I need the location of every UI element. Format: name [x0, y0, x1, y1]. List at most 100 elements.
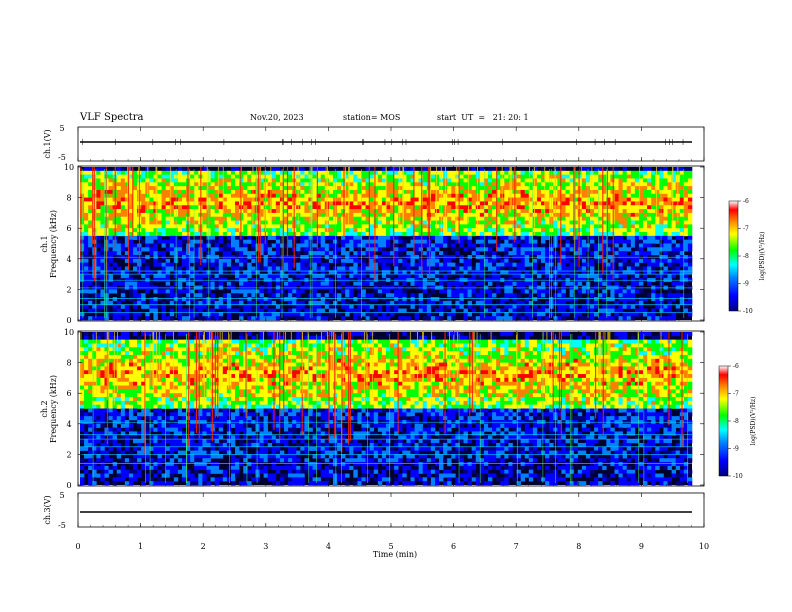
ch1-cell: [316, 316, 322, 321]
ch1-cell: [108, 258, 113, 263]
ch1-cell: [80, 293, 85, 298]
ch1-cell: [255, 170, 260, 175]
ch1-cell: [320, 262, 326, 267]
ch1-cell: [651, 189, 656, 195]
ch1-cell: [214, 274, 220, 279]
ch1-cell: [161, 228, 166, 233]
ch1-cell: [157, 186, 162, 191]
ch1-cell: [638, 258, 644, 263]
ch1-cell: [618, 224, 623, 229]
ch1-cell: [177, 174, 183, 179]
ch1-cell: [573, 274, 579, 279]
ch1-cell: [304, 258, 309, 263]
ch1-cell: [84, 224, 89, 229]
ch1-cell: [626, 189, 632, 195]
ch1-cell: [618, 289, 623, 294]
ch1-cell: [647, 243, 652, 248]
ch1-cell: [520, 243, 526, 248]
ch1-cell: [108, 178, 113, 183]
ch1-cell: [341, 201, 346, 206]
ch1-cell: [345, 193, 350, 198]
ch1-cell: [655, 239, 660, 244]
ch1-cell: [345, 189, 350, 195]
ch1-cell: [345, 178, 350, 183]
ch1-cell: [508, 228, 513, 233]
ch1-cell: [451, 209, 456, 214]
ch1-cell: [157, 304, 162, 309]
ch1-cell: [594, 258, 599, 263]
ch1-cell: [581, 243, 587, 248]
ch1-cell: [214, 216, 220, 221]
ch1-cell: [235, 224, 240, 229]
ch1-cell: [133, 189, 138, 195]
ch1-cell: [557, 300, 562, 306]
ch1-cell: [267, 293, 273, 298]
ch1-cell: [108, 235, 113, 240]
ch1-cell: [418, 174, 424, 179]
ch1-cell: [528, 182, 534, 187]
ch1-cell: [361, 201, 366, 206]
ch1-cell: [149, 297, 154, 302]
ch1-cell: [275, 243, 281, 248]
ch1-cell: [145, 270, 150, 275]
ch1-cell: [308, 209, 313, 214]
ch1-cell: [577, 170, 583, 175]
ch1-cell: [349, 304, 354, 309]
ch1-cell: [157, 182, 162, 187]
ch1-cell: [479, 209, 485, 214]
ch1-cell: [524, 224, 530, 229]
ch1-cell: [651, 209, 656, 214]
ch1-cell: [508, 281, 513, 286]
ch1-cell: [320, 251, 326, 256]
ch1-cell: [308, 239, 313, 244]
ch1-cell: [365, 228, 370, 233]
ch1-cell: [194, 239, 199, 244]
ch1-cell: [561, 205, 566, 210]
ch1-cell: [255, 243, 260, 248]
ch1-cell: [545, 201, 550, 206]
ch1-cell: [328, 258, 334, 263]
ch1-cell: [128, 228, 134, 233]
ch1-cell: [169, 247, 175, 252]
ch1-cell: [357, 193, 362, 198]
ch1-cell: [504, 193, 509, 198]
ch1-cell: [671, 270, 676, 275]
ch1-cell: [288, 205, 293, 210]
ch1-cell: [296, 316, 301, 321]
ch1-cell: [182, 270, 187, 275]
ch1-cell: [341, 209, 346, 214]
ch1-cell: [475, 289, 481, 294]
ch1-cell: [475, 170, 481, 175]
ch1-cell: [663, 170, 668, 175]
ch1-cell: [643, 167, 648, 172]
ch1-cell: [218, 216, 224, 221]
ch1-cell: [202, 247, 207, 252]
ch1-cell: [557, 167, 562, 172]
ch1-cell: [275, 289, 281, 294]
ch1-cell: [488, 170, 493, 175]
ch1-cell: [439, 308, 444, 313]
ch1-cell: [259, 228, 264, 233]
ch1-cell: [402, 205, 407, 210]
ch1-cell: [190, 216, 195, 221]
ch1-cell: [255, 281, 260, 286]
ch1-cell: [210, 312, 215, 317]
ch1-cell: [561, 167, 566, 172]
ch1-cell: [386, 262, 391, 267]
ch1-cell: [357, 182, 362, 187]
ch1-cell: [292, 270, 297, 275]
ch1-cell: [520, 300, 526, 306]
ch1-cell: [149, 178, 154, 183]
ch1-cell: [186, 297, 191, 302]
ch1-cell: [194, 270, 199, 275]
ch1-cell: [373, 201, 379, 206]
ch1-cell: [630, 262, 636, 267]
ch1-cell: [402, 281, 407, 286]
ch1-cell: [149, 251, 154, 256]
ch1-cell: [251, 209, 256, 214]
ch1-cell: [569, 297, 574, 302]
ch1-cell: [410, 262, 415, 267]
ch1-cell: [630, 216, 636, 221]
ch1-cell: [422, 235, 428, 240]
ch1-cell: [92, 304, 97, 309]
